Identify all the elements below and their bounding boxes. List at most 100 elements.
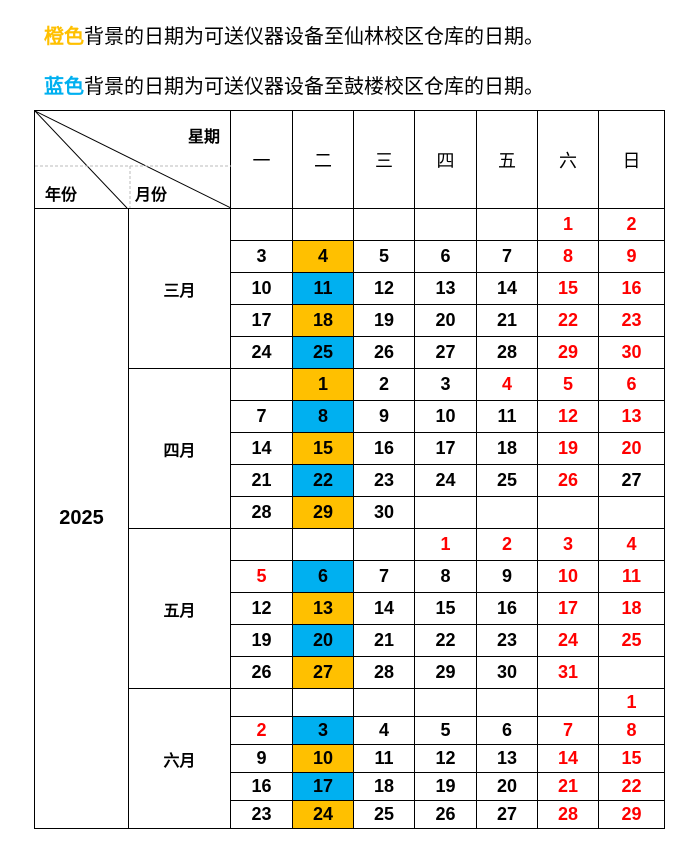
day-cell: 29 — [537, 336, 599, 369]
empty-cell — [598, 656, 665, 689]
day-cell: 25 — [292, 336, 354, 369]
day-cell: 9 — [476, 560, 538, 593]
day-cell: 23 — [353, 464, 415, 497]
day-cell: 5 — [230, 560, 293, 593]
day-cell: 12 — [414, 744, 477, 773]
day-cell: 13 — [476, 744, 538, 773]
empty-cell — [230, 528, 293, 561]
empty-cell — [598, 496, 665, 529]
day-cell: 19 — [230, 624, 293, 657]
day-cell: 25 — [598, 624, 665, 657]
weekday-header: 日 — [598, 110, 665, 209]
empty-cell — [414, 496, 477, 529]
empty-cell — [537, 496, 599, 529]
legend-note-orange: 橙色背景的日期为可送仪器设备至仙林校区仓库的日期。 — [44, 20, 544, 49]
day-cell: 3 — [230, 240, 293, 273]
day-cell: 11 — [598, 560, 665, 593]
day-cell: 3 — [292, 716, 354, 745]
day-cell: 16 — [353, 432, 415, 465]
month-label: 月份 — [135, 185, 168, 204]
empty-cell — [230, 368, 293, 401]
day-cell: 23 — [598, 304, 665, 337]
weekday-header: 六 — [537, 110, 599, 209]
day-cell: 12 — [537, 400, 599, 433]
day-cell: 18 — [598, 592, 665, 625]
empty-cell — [230, 688, 293, 717]
day-cell: 4 — [476, 368, 538, 401]
empty-cell — [230, 208, 293, 241]
calendar-table: 星期 年份 月份 一 二 三 四 五 六 日 2025 三月 1 2 3 4 5 6 7 8 9 10… — [34, 110, 665, 829]
day-cell: 7 — [230, 400, 293, 433]
day-cell: 8 — [598, 716, 665, 745]
day-cell: 9 — [598, 240, 665, 273]
highlight-word: 橙色 — [44, 24, 84, 48]
day-cell: 2 — [598, 208, 665, 241]
weekday-header: 二 — [292, 110, 354, 209]
day-cell: 9 — [230, 744, 293, 773]
day-cell: 25 — [476, 464, 538, 497]
day-cell: 24 — [414, 464, 477, 497]
day-cell: 29 — [292, 496, 354, 529]
day-cell: 22 — [537, 304, 599, 337]
day-cell: 22 — [598, 772, 665, 801]
day-cell: 12 — [353, 272, 415, 305]
empty-cell — [476, 688, 538, 717]
empty-cell — [476, 208, 538, 241]
day-cell: 13 — [598, 400, 665, 433]
day-cell: 29 — [598, 800, 665, 829]
day-cell: 26 — [537, 464, 599, 497]
month-cell: 四月 — [128, 368, 231, 529]
day-cell: 23 — [230, 800, 293, 829]
day-cell: 20 — [292, 624, 354, 657]
week-row: 六月 1 — [35, 688, 665, 829]
week-row: 5 6 7 8 9 10 11 — [35, 560, 665, 593]
month-cell: 六月 — [128, 688, 231, 829]
day-cell: 17 — [414, 432, 477, 465]
day-cell: 10 — [537, 560, 599, 593]
day-cell: 6 — [414, 240, 477, 273]
day-cell: 10 — [292, 744, 354, 773]
month-cell: 三月 — [128, 208, 231, 369]
day-cell: 25 — [353, 800, 415, 829]
week-row: 2025 三月 1 2 — [34, 208, 665, 829]
weekday-header: 三 — [353, 110, 415, 209]
day-cell: 9 — [353, 400, 415, 433]
day-cell: 19 — [414, 772, 477, 801]
week-row: 10 11 12 13 14 15 16 — [35, 272, 665, 305]
week-row: 28 29 30 — [35, 496, 665, 529]
empty-cell — [537, 688, 599, 717]
day-cell: 17 — [292, 772, 354, 801]
day-cell: 5 — [414, 716, 477, 745]
empty-cell — [353, 208, 415, 241]
day-cell: 23 — [476, 624, 538, 657]
day-cell: 14 — [230, 432, 293, 465]
day-cell: 15 — [537, 272, 599, 305]
day-cell: 2 — [230, 716, 293, 745]
month-cell: 五月 — [128, 528, 231, 689]
day-cell: 24 — [292, 800, 354, 829]
diagonal-lines — [35, 111, 231, 208]
day-cell: 29 — [414, 656, 477, 689]
day-cell: 13 — [414, 272, 477, 305]
day-cell: 27 — [476, 800, 538, 829]
day-cell: 4 — [292, 240, 354, 273]
week-row: 五月 1 2 3 4 — [35, 528, 665, 689]
day-cell: 2 — [476, 528, 538, 561]
empty-cell — [476, 496, 538, 529]
day-cell: 26 — [353, 336, 415, 369]
day-cell: 27 — [292, 656, 354, 689]
day-cell: 14 — [353, 592, 415, 625]
day-cell: 13 — [292, 592, 354, 625]
day-cell: 19 — [537, 432, 599, 465]
day-cell: 16 — [476, 592, 538, 625]
empty-cell — [414, 688, 477, 717]
day-cell: 27 — [414, 336, 477, 369]
legend-note-blue: 蓝色背景的日期为可送仪器设备至鼓楼校区仓库的日期。 — [44, 70, 544, 99]
week-row: 7 8 9 10 11 12 13 — [35, 400, 665, 433]
day-cell: 10 — [230, 272, 293, 305]
day-cell: 21 — [537, 772, 599, 801]
day-cell: 24 — [537, 624, 599, 657]
day-cell: 18 — [476, 432, 538, 465]
week-row: 17 18 19 20 21 22 23 — [35, 304, 665, 337]
empty-cell — [353, 528, 415, 561]
